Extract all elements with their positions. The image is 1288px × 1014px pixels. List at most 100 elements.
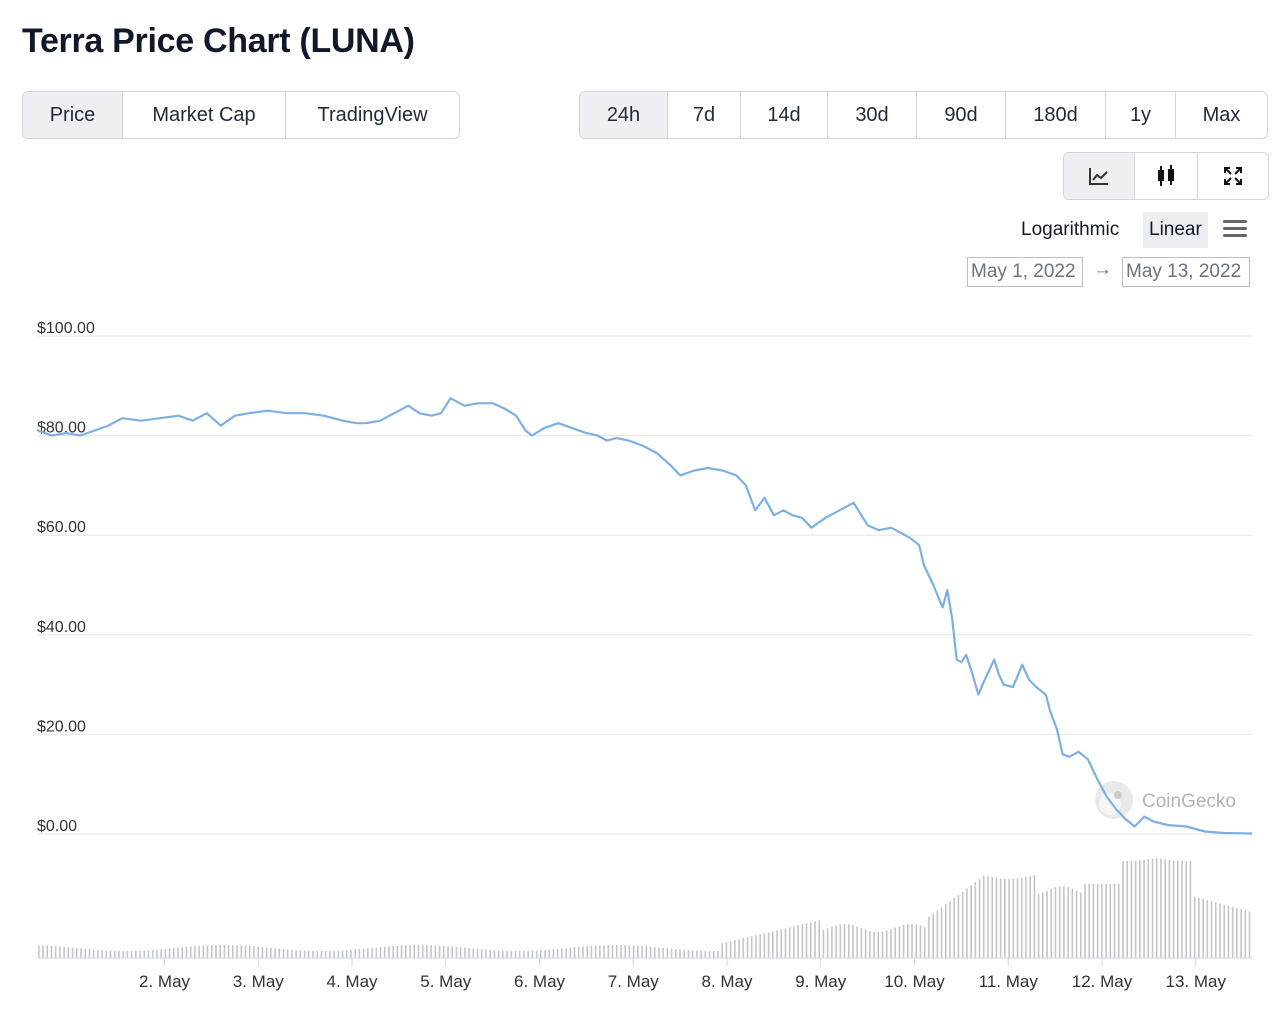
volume-bar xyxy=(1020,877,1023,958)
volume-bar xyxy=(902,924,905,958)
volume-bar xyxy=(1219,903,1221,958)
volume-bar xyxy=(489,949,491,958)
x-tick-label: 10. May xyxy=(884,972,945,991)
volume-bar xyxy=(480,949,483,958)
view-tab-group: Price Market Cap TradingView xyxy=(22,91,460,139)
menu-icon[interactable] xyxy=(1222,218,1248,240)
volume-bar xyxy=(42,945,44,958)
volume-bar xyxy=(514,950,517,958)
volume-bar xyxy=(569,947,572,958)
volume-bar xyxy=(518,950,521,958)
volume-bar xyxy=(966,888,968,958)
logarithmic-scale-button[interactable]: Logarithmic xyxy=(1021,219,1120,240)
line-chart-button[interactable] xyxy=(1064,153,1135,199)
volume-bar xyxy=(936,910,939,958)
volume-bar xyxy=(666,948,669,958)
candlestick-button[interactable] xyxy=(1135,153,1198,199)
volume-bar xyxy=(573,947,576,958)
volume-bar xyxy=(548,949,551,958)
volume-bar xyxy=(734,940,736,958)
range-7d[interactable]: 7d xyxy=(668,92,741,138)
range-90d[interactable]: 90d xyxy=(917,92,1006,138)
volume-bar xyxy=(944,904,947,958)
volume-bar xyxy=(75,948,78,958)
volume-bar xyxy=(607,945,610,958)
volume-bar xyxy=(809,922,812,958)
coingecko-watermark: CoinGecko xyxy=(1095,781,1236,819)
volume-bar xyxy=(1248,911,1251,958)
volume-bar xyxy=(1177,860,1179,958)
volume-bar xyxy=(345,950,348,958)
volume-bar xyxy=(662,947,664,958)
x-tick-label: 9. May xyxy=(795,972,847,991)
volume-bar xyxy=(1008,878,1010,958)
x-axis-labels: 2. May 3. May 4. May 5. May 6. May 7. May 8. M… xyxy=(38,957,1252,991)
volume-bar xyxy=(333,950,335,958)
y-tick-label: $20.00 xyxy=(37,718,86,735)
volume-bar xyxy=(341,950,344,958)
volume-bar xyxy=(590,945,593,958)
y-tick-label: $0.00 xyxy=(37,818,77,835)
volume-bar xyxy=(337,950,340,958)
range-24h[interactable]: 24h xyxy=(580,92,668,138)
volume-bar xyxy=(805,923,808,958)
x-tick-label: 4. May xyxy=(327,972,379,991)
volume-bar xyxy=(788,927,791,958)
x-tick-label: 5. May xyxy=(420,972,472,991)
range-1y[interactable]: 1y xyxy=(1106,92,1176,138)
volume-bar xyxy=(303,950,306,958)
range-max[interactable]: Max xyxy=(1202,103,1241,126)
volume-bar xyxy=(540,950,542,958)
volume-bar xyxy=(417,945,420,958)
volume-bar xyxy=(776,930,778,958)
volume-bar xyxy=(645,946,648,958)
range-14d[interactable]: 14d xyxy=(741,92,828,138)
volume-bar xyxy=(1084,884,1086,958)
volume-bar xyxy=(603,945,605,958)
date-from-input[interactable]: May 1, 2022 xyxy=(967,257,1083,287)
tab-market-cap[interactable]: Market Cap xyxy=(123,92,286,138)
volume-bar xyxy=(215,945,217,958)
x-tick-label: 6. May xyxy=(514,972,566,991)
volume-bar xyxy=(864,929,867,958)
range-180d[interactable]: 180d xyxy=(1006,92,1106,138)
volume-bar xyxy=(632,945,635,958)
volume-bar xyxy=(599,945,601,958)
volume-bar xyxy=(523,950,525,958)
volume-bar xyxy=(282,949,285,958)
volume-bar xyxy=(493,950,496,958)
volume-bar xyxy=(1164,859,1166,958)
volume-bar xyxy=(426,945,428,958)
volume-bar xyxy=(383,946,386,958)
volume-bar xyxy=(84,948,87,958)
fullscreen-button[interactable] xyxy=(1198,153,1268,199)
y-tick-label: $80.00 xyxy=(37,420,86,437)
volume-bar xyxy=(1172,860,1175,958)
volume-bar xyxy=(172,948,175,958)
tab-tradingview[interactable]: TradingView xyxy=(317,103,428,126)
volume-bar xyxy=(400,945,403,958)
volume-bar xyxy=(1139,860,1141,958)
volume-bar xyxy=(113,950,116,958)
range-30d[interactable]: 30d xyxy=(828,92,917,138)
volume-bar xyxy=(700,950,702,958)
volume-bar xyxy=(156,949,158,958)
volume-bar xyxy=(101,950,103,958)
volume-bar xyxy=(801,924,804,958)
volume-bar xyxy=(586,946,589,958)
volume-bar xyxy=(1025,876,1027,958)
volume-bar xyxy=(999,878,1002,958)
linear-scale-button[interactable]: Linear xyxy=(1143,212,1208,248)
tab-price[interactable]: Price xyxy=(23,92,123,138)
volume-bar xyxy=(611,945,614,958)
page-title: Terra Price Chart (LUNA) xyxy=(22,22,415,60)
volume-bar xyxy=(1063,886,1065,958)
volume-bar xyxy=(80,948,82,958)
volume-bar xyxy=(628,945,631,958)
volume-bar xyxy=(907,924,909,958)
volume-bar xyxy=(1236,908,1238,958)
volume-bar xyxy=(38,945,40,958)
volume-bar xyxy=(670,948,673,958)
date-to-input[interactable]: May 13, 2022 xyxy=(1122,257,1250,287)
